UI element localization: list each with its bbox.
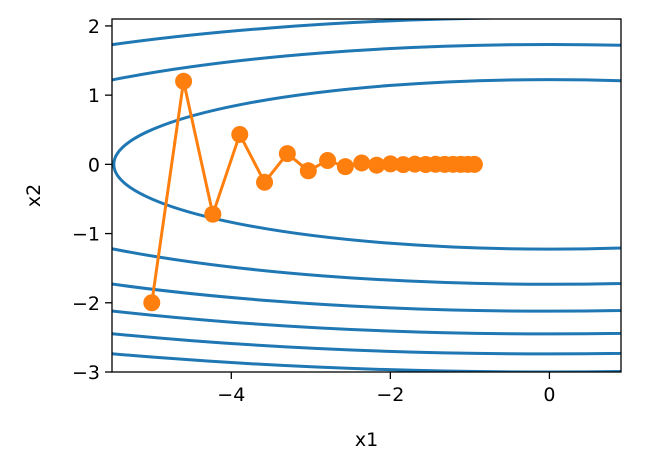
descent-point-8 [336,158,354,176]
y-tick-label: 0 [88,154,100,176]
contour-line-18 [112,352,621,372]
x-axis-label: x1 [355,429,378,451]
descent-path [143,72,483,312]
descent-point-9 [353,154,371,172]
descent-point-0 [143,294,161,312]
descent-point-2 [204,205,222,223]
contour-lines [112,19,621,372]
descent-point-5 [278,145,296,163]
y-tick-label: −3 [72,362,100,384]
descent-point-6 [299,162,317,180]
contour-line-9 [112,19,621,313]
descent-point-3 [231,125,249,143]
y-tick-label: 2 [88,16,100,38]
y-tick-label: −1 [72,224,100,246]
descent-point-4 [256,173,274,191]
contour-line-3 [112,78,621,251]
x-tick-label: 0 [543,384,555,406]
y-axis-label: x2 [23,184,45,207]
descent-point-7 [319,151,337,169]
axis-ticks: −4 −2 0 2 1 0 −1 −2 −3 [72,16,555,406]
y-tick-label: 1 [88,85,100,107]
plot-frame [111,18,622,373]
y-tick-label: −2 [72,293,100,315]
contour-line-6 [112,43,621,286]
descent-point-20 [465,155,483,173]
descent-point-11 [382,155,400,173]
contour-line-15 [112,332,621,356]
contour-line-12 [112,19,621,336]
x-tick-label: −2 [376,384,404,406]
descent-point-10 [368,156,386,174]
descent-point-1 [175,72,193,90]
x-tick-label: −4 [217,384,245,406]
